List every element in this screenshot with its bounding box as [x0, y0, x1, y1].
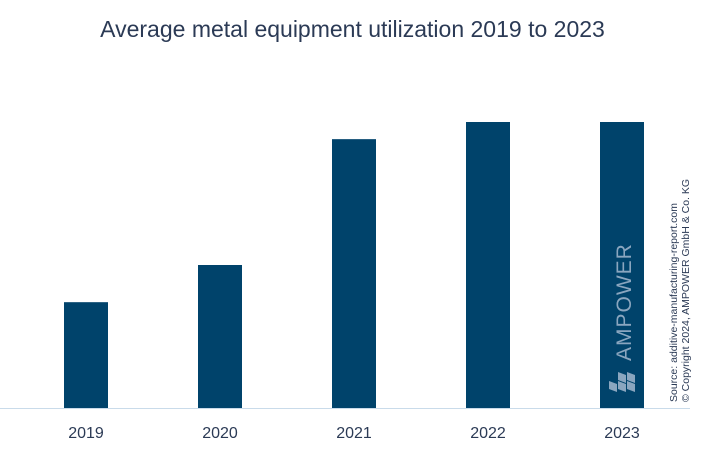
x-tick-label: 2023	[604, 425, 640, 442]
ampower-logo: AMPOWER	[609, 243, 636, 392]
bar-2019	[64, 302, 108, 408]
bar-2021	[332, 139, 376, 408]
bar-2023	[600, 122, 644, 408]
bar-2020	[198, 265, 242, 408]
x-tick-label: 2022	[470, 425, 506, 442]
source-note: Source: additive-manufacturing-report.co…	[668, 179, 692, 402]
watermark-text: AMPOWER	[613, 243, 636, 361]
x-tick-label: 2020	[202, 425, 238, 442]
x-tick-label: 2019	[68, 425, 104, 442]
source-line: Source: additive-manufacturing-report.co…	[668, 202, 680, 402]
x-tick-label: 2021	[336, 425, 372, 442]
copyright-line: © Copyright 2024, AMPOWER GmbH & Co. KG	[680, 178, 692, 402]
ampower-logo-icon	[609, 372, 635, 392]
bar-2022	[466, 122, 510, 408]
chart-title: Average metal equipment utilization 2019…	[100, 16, 605, 42]
